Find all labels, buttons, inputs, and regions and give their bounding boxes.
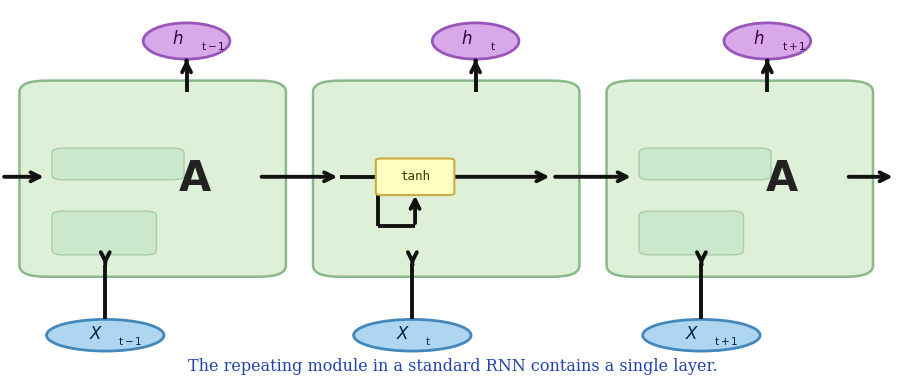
Text: $\mathdefault{t+1}$: $\mathdefault{t+1}$ — [782, 40, 806, 52]
Text: $X$: $X$ — [396, 325, 410, 343]
FancyBboxPatch shape — [52, 211, 157, 255]
Text: A: A — [766, 158, 798, 200]
Text: $\mathdefault{t}$: $\mathdefault{t}$ — [490, 40, 496, 52]
Text: $\mathdefault{t+1}$: $\mathdefault{t+1}$ — [714, 334, 738, 347]
FancyBboxPatch shape — [19, 81, 286, 277]
Text: $h$: $h$ — [172, 30, 183, 49]
Ellipse shape — [724, 23, 811, 59]
FancyBboxPatch shape — [376, 158, 454, 195]
Text: $\mathdefault{t-1}$: $\mathdefault{t-1}$ — [118, 334, 142, 347]
Ellipse shape — [432, 23, 519, 59]
Text: $X$: $X$ — [685, 325, 699, 343]
Ellipse shape — [642, 319, 760, 351]
Text: $\mathdefault{t-1}$: $\mathdefault{t-1}$ — [201, 40, 226, 52]
Text: A: A — [179, 158, 211, 200]
FancyBboxPatch shape — [606, 81, 873, 277]
Ellipse shape — [353, 319, 471, 351]
Ellipse shape — [46, 319, 164, 351]
Text: $X$: $X$ — [89, 325, 103, 343]
Text: tanh: tanh — [400, 170, 430, 183]
FancyBboxPatch shape — [639, 211, 744, 255]
Text: $h$: $h$ — [461, 30, 472, 49]
FancyBboxPatch shape — [313, 81, 580, 277]
FancyBboxPatch shape — [639, 148, 771, 180]
Text: The repeating module in a standard RNN contains a single layer.: The repeating module in a standard RNN c… — [188, 358, 718, 375]
Ellipse shape — [143, 23, 230, 59]
Text: $\mathdefault{t}$: $\mathdefault{t}$ — [425, 334, 431, 347]
FancyBboxPatch shape — [52, 148, 184, 180]
Text: $h$: $h$ — [753, 30, 764, 49]
